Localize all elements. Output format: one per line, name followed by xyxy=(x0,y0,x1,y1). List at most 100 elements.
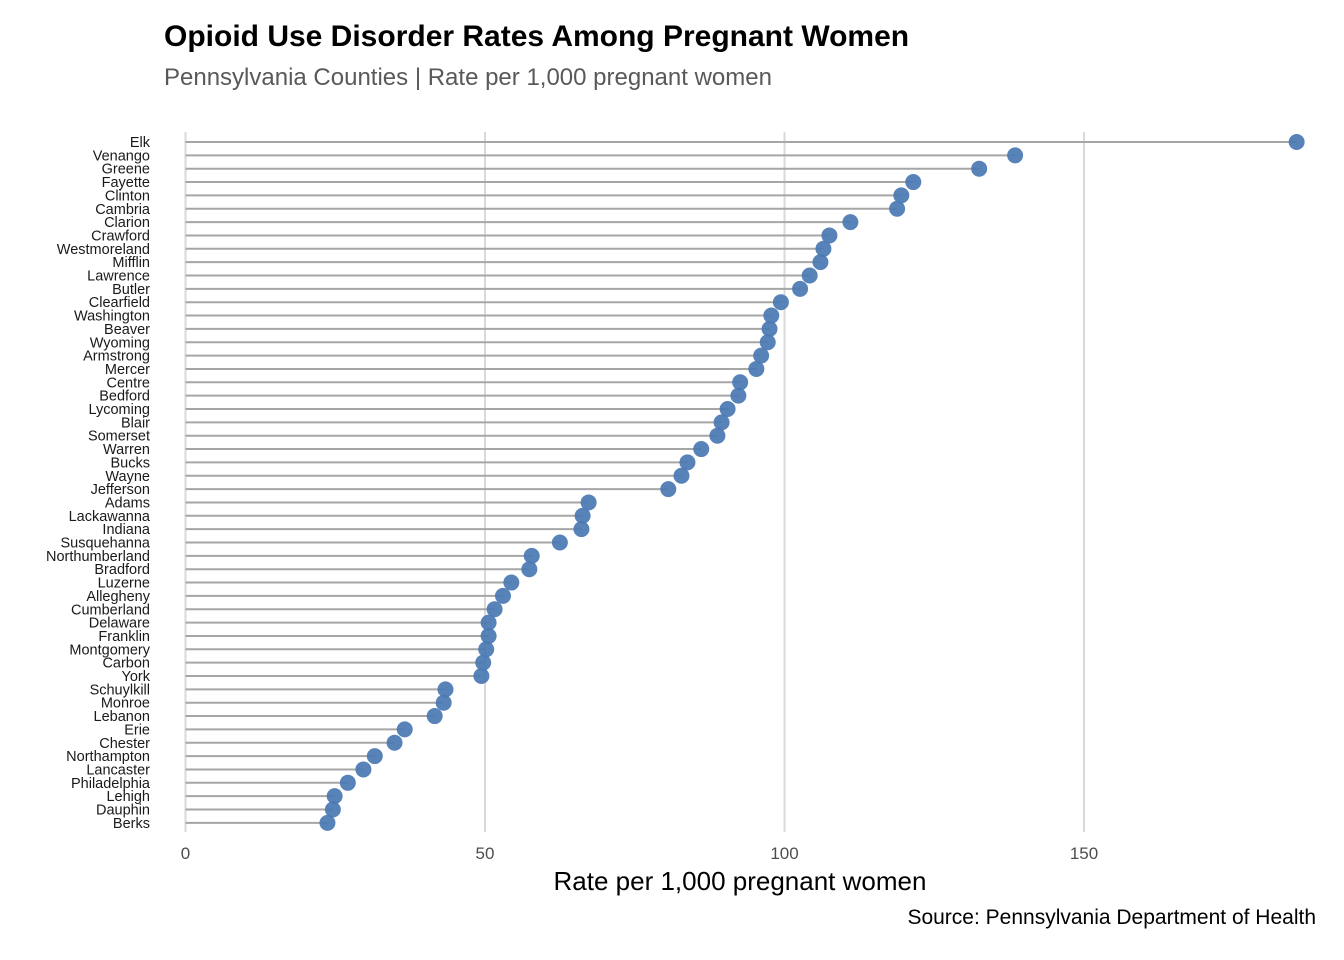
y-category-label: Indiana xyxy=(102,522,151,538)
chart-title: Opioid Use Disorder Rates Among Pregnant… xyxy=(164,20,910,53)
data-point xyxy=(748,360,765,377)
data-point xyxy=(763,307,780,324)
data-point xyxy=(815,240,832,257)
x-tick-label: 150 xyxy=(1070,844,1098,863)
y-category-label: Blair xyxy=(121,415,150,431)
y-category-label: Chester xyxy=(99,736,150,752)
data-point xyxy=(673,467,690,484)
data-point xyxy=(480,627,497,644)
data-point xyxy=(366,748,383,765)
y-category-label: Cumberland xyxy=(71,602,150,618)
data-point xyxy=(521,561,538,578)
data-point xyxy=(1007,147,1024,164)
chart-caption: Source: Pennsylvania Department of Healt… xyxy=(907,906,1316,929)
data-point xyxy=(486,601,503,618)
y-category-label: Erie xyxy=(124,722,150,738)
y-category-label: Warren xyxy=(103,442,150,458)
data-point xyxy=(319,814,336,831)
data-point xyxy=(889,200,906,217)
data-point xyxy=(478,641,495,658)
y-category-label: Venango xyxy=(93,148,150,164)
data-point xyxy=(730,387,747,404)
data-point xyxy=(719,401,736,417)
y-category-label: Cambria xyxy=(95,202,151,218)
x-tick-label: 100 xyxy=(770,844,798,863)
y-category-label: Centre xyxy=(106,375,150,391)
y-category-label: Bradford xyxy=(94,562,150,578)
data-point xyxy=(574,507,591,524)
data-point xyxy=(551,534,568,551)
y-category-label: Northumberland xyxy=(46,549,150,565)
y-category-label: Lehigh xyxy=(106,789,150,805)
data-point xyxy=(893,187,910,204)
y-category-label: Fayette xyxy=(102,175,150,191)
data-point xyxy=(435,694,452,711)
y-category-label: Bucks xyxy=(111,455,151,471)
y-category-label: Adams xyxy=(105,495,150,511)
y-category-label: Mercer xyxy=(105,362,150,378)
y-category-label: Philadelphia xyxy=(71,776,151,792)
data-point xyxy=(324,801,341,818)
y-category-label: York xyxy=(122,669,151,685)
y-category-label: Jefferson xyxy=(91,482,150,498)
data-point xyxy=(339,774,356,791)
x-tick-label: 0 xyxy=(181,844,190,863)
data-point xyxy=(732,374,749,391)
x-tick-label: 50 xyxy=(476,844,495,863)
y-category-label: Clinton xyxy=(105,188,150,204)
y-category-label: Luzerne xyxy=(98,576,150,592)
data-point xyxy=(821,227,838,244)
data-point xyxy=(494,587,511,604)
data-point xyxy=(905,174,922,191)
chart-subtitle: Pennsylvania Counties | Rate per 1,000 p… xyxy=(164,64,772,91)
data-point xyxy=(386,734,403,751)
y-category-label: Franklin xyxy=(98,629,150,645)
y-category-label: Wyoming xyxy=(90,335,150,351)
y-category-label: Schuylkill xyxy=(90,682,150,698)
data-point xyxy=(503,574,520,591)
y-category-label: Washington xyxy=(74,309,150,325)
y-category-label: Susquehanna xyxy=(61,536,151,552)
data-point xyxy=(759,334,776,351)
y-category-label: Lancaster xyxy=(86,762,150,778)
y-category-label: Monroe xyxy=(101,696,150,712)
data-point xyxy=(679,454,696,471)
y-category-label: Clearfield xyxy=(89,295,150,311)
data-point xyxy=(473,668,490,684)
data-point xyxy=(573,521,590,538)
data-point xyxy=(842,214,859,231)
data-point xyxy=(801,267,818,284)
y-category-label: Allegheny xyxy=(86,589,150,605)
data-point xyxy=(475,654,492,671)
data-point xyxy=(660,481,677,498)
y-category-label: Lebanon xyxy=(94,709,150,725)
data-point xyxy=(437,681,454,698)
data-point xyxy=(709,427,726,444)
data-point xyxy=(355,761,372,778)
y-category-label: Northampton xyxy=(66,749,150,765)
data-point xyxy=(792,280,809,297)
data-point xyxy=(426,708,443,725)
y-category-label: Elk xyxy=(130,135,151,151)
data-point xyxy=(753,347,770,364)
y-category-label: Bedford xyxy=(99,389,150,405)
y-category-label: Westmoreland xyxy=(57,242,150,258)
data-point xyxy=(480,614,497,631)
y-category-label: Lycoming xyxy=(88,402,150,418)
data-point xyxy=(396,721,413,738)
data-point xyxy=(772,294,789,311)
data-point xyxy=(693,441,710,458)
y-category-label: Armstrong xyxy=(83,349,150,365)
y-category-label: Crawford xyxy=(91,228,150,244)
y-category-label: Clarion xyxy=(104,215,150,231)
data-point xyxy=(812,254,829,271)
data-point xyxy=(713,414,730,431)
y-category-label: Mifflin xyxy=(112,255,150,271)
data-point xyxy=(580,494,597,511)
data-point xyxy=(971,160,988,177)
y-category-label: Dauphin xyxy=(96,803,150,819)
x-axis-title: Rate per 1,000 pregnant women xyxy=(554,866,927,896)
data-point xyxy=(1288,134,1305,150)
y-category-label: Lawrence xyxy=(87,269,150,285)
